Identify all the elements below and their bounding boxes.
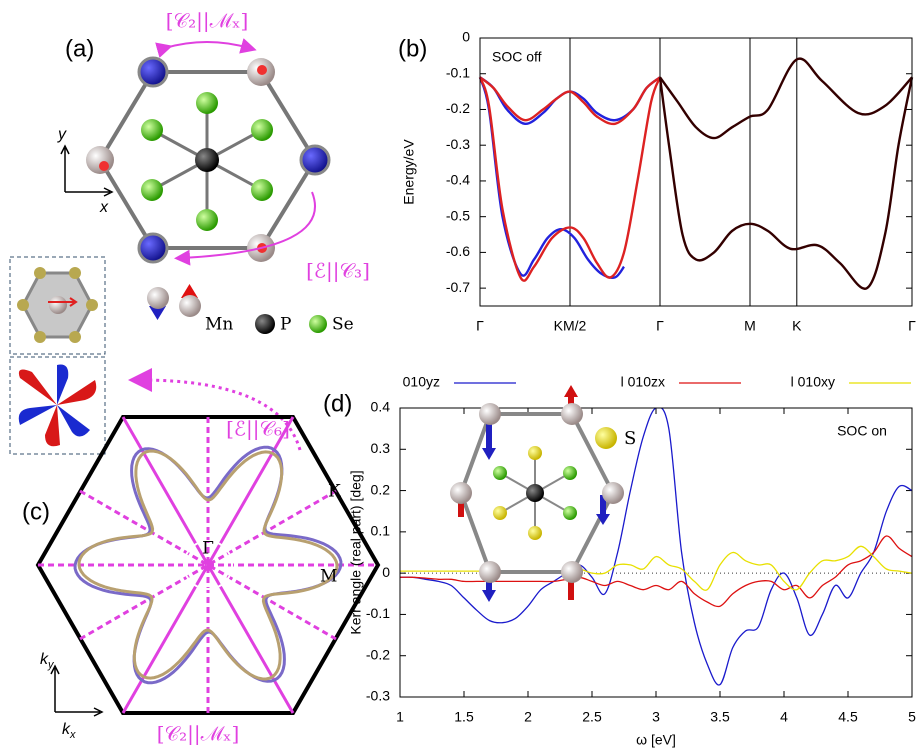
x-tick-label: M xyxy=(744,318,756,334)
symmetry-label: [ℰ||𝒞₃] xyxy=(306,259,370,284)
x-tick-label: 2 xyxy=(524,709,532,725)
point-label: Γ xyxy=(202,539,214,559)
legend-label: 010yz xyxy=(403,374,440,390)
legend-label: P xyxy=(280,315,291,335)
axis-label: x xyxy=(99,199,109,216)
x-tick-label: 5 xyxy=(908,709,916,725)
x-tick-label: Γ xyxy=(476,318,484,334)
panel-label: (d) xyxy=(323,390,352,417)
point-label: M xyxy=(320,567,337,587)
series-line xyxy=(660,59,912,138)
atoms xyxy=(86,58,329,262)
series-line xyxy=(480,77,624,277)
y-tick-label: -0.7 xyxy=(446,279,470,295)
axes-arrows xyxy=(51,666,102,716)
atom-legend xyxy=(147,284,327,334)
x-tick-label: 4 xyxy=(780,709,788,725)
x-tick-label: 3.5 xyxy=(710,709,730,725)
y-tick-label: -0.2 xyxy=(366,646,390,662)
x-tick-label: K xyxy=(792,318,802,334)
x-tick-label: 3 xyxy=(652,709,660,725)
x-tick-label: KM/2 xyxy=(554,318,587,334)
annotation: SOC off xyxy=(492,49,542,65)
x-tick-label: 1.5 xyxy=(454,709,474,725)
axis-label: kx xyxy=(62,721,76,741)
y-tick-label: -0.1 xyxy=(366,605,390,621)
panel-label: (a) xyxy=(65,35,94,62)
plot-frame xyxy=(480,38,912,306)
panel-label: (b) xyxy=(398,35,427,62)
x-tick-label: Γ xyxy=(656,318,664,334)
y-tick-label: 0 xyxy=(382,564,390,580)
y-tick-label: -0.4 xyxy=(446,172,470,188)
figure: (a) [𝒞₂||ℳₓ] [ℰ||𝒞₃] y x Mn P Se (c) [ℰ|… xyxy=(0,0,919,752)
panel-label: (c) xyxy=(22,498,50,525)
legend-label: l 010zx xyxy=(621,374,665,390)
legend-label: S xyxy=(624,428,636,449)
y-tick-label: 0 xyxy=(462,29,470,45)
axis-label: ky xyxy=(40,651,55,671)
x-axis-label: ω [eV] xyxy=(636,732,676,748)
y-axis-label: Energy/eV xyxy=(401,139,417,205)
symmetry-arrow xyxy=(165,42,249,48)
y-tick-label: 0.4 xyxy=(371,399,391,415)
y-tick-label: 0.2 xyxy=(371,481,391,497)
y-tick-label: -0.6 xyxy=(446,243,470,259)
y-tick-label: -0.1 xyxy=(446,64,470,80)
y-tick-label: -0.3 xyxy=(366,688,390,704)
brillouin-zone xyxy=(38,417,378,713)
series-line xyxy=(660,77,912,288)
inset-structure xyxy=(10,257,105,354)
page: (a) [𝒞₂||ℳₓ] [ℰ||𝒞₃] y x Mn P Se (c) [ℰ|… xyxy=(0,0,919,752)
x-tick-label: 2.5 xyxy=(582,709,602,725)
y-tick-label: 0.3 xyxy=(371,440,391,456)
annotation: SOC on xyxy=(837,423,887,439)
legend-label: l 010xy xyxy=(791,374,835,390)
point-label: K xyxy=(328,482,341,502)
legend-label: Mn xyxy=(205,315,233,335)
symmetry-label: [𝒞₂||ℳₓ] xyxy=(157,722,240,747)
inset-orbital xyxy=(10,357,105,454)
series-line xyxy=(400,546,912,590)
axis-label: y xyxy=(57,126,67,143)
y-axis-label: Kerr angle (real part) [deg] xyxy=(348,470,364,634)
series-group xyxy=(480,59,912,289)
chart: 0 -0.1 -0.2 -0.3 -0.4 -0.5 -0.6 -0.7 Γ KM/2 Γ M K Γ SO… xyxy=(401,29,916,334)
y-tick-label: 0.1 xyxy=(371,523,391,539)
x-tick-label: Γ xyxy=(908,318,916,334)
x-tick-label: 1 xyxy=(396,709,404,725)
y-tick-label: -0.5 xyxy=(446,207,470,223)
y-tick-label: -0.2 xyxy=(446,100,470,116)
y-tick-label: -0.3 xyxy=(446,136,470,152)
inset-structure xyxy=(450,385,624,602)
symmetry-label: [𝒞₂||ℳₓ] xyxy=(166,9,249,34)
legend-label: Se xyxy=(332,315,354,335)
x-tick-label: 4.5 xyxy=(838,709,858,725)
